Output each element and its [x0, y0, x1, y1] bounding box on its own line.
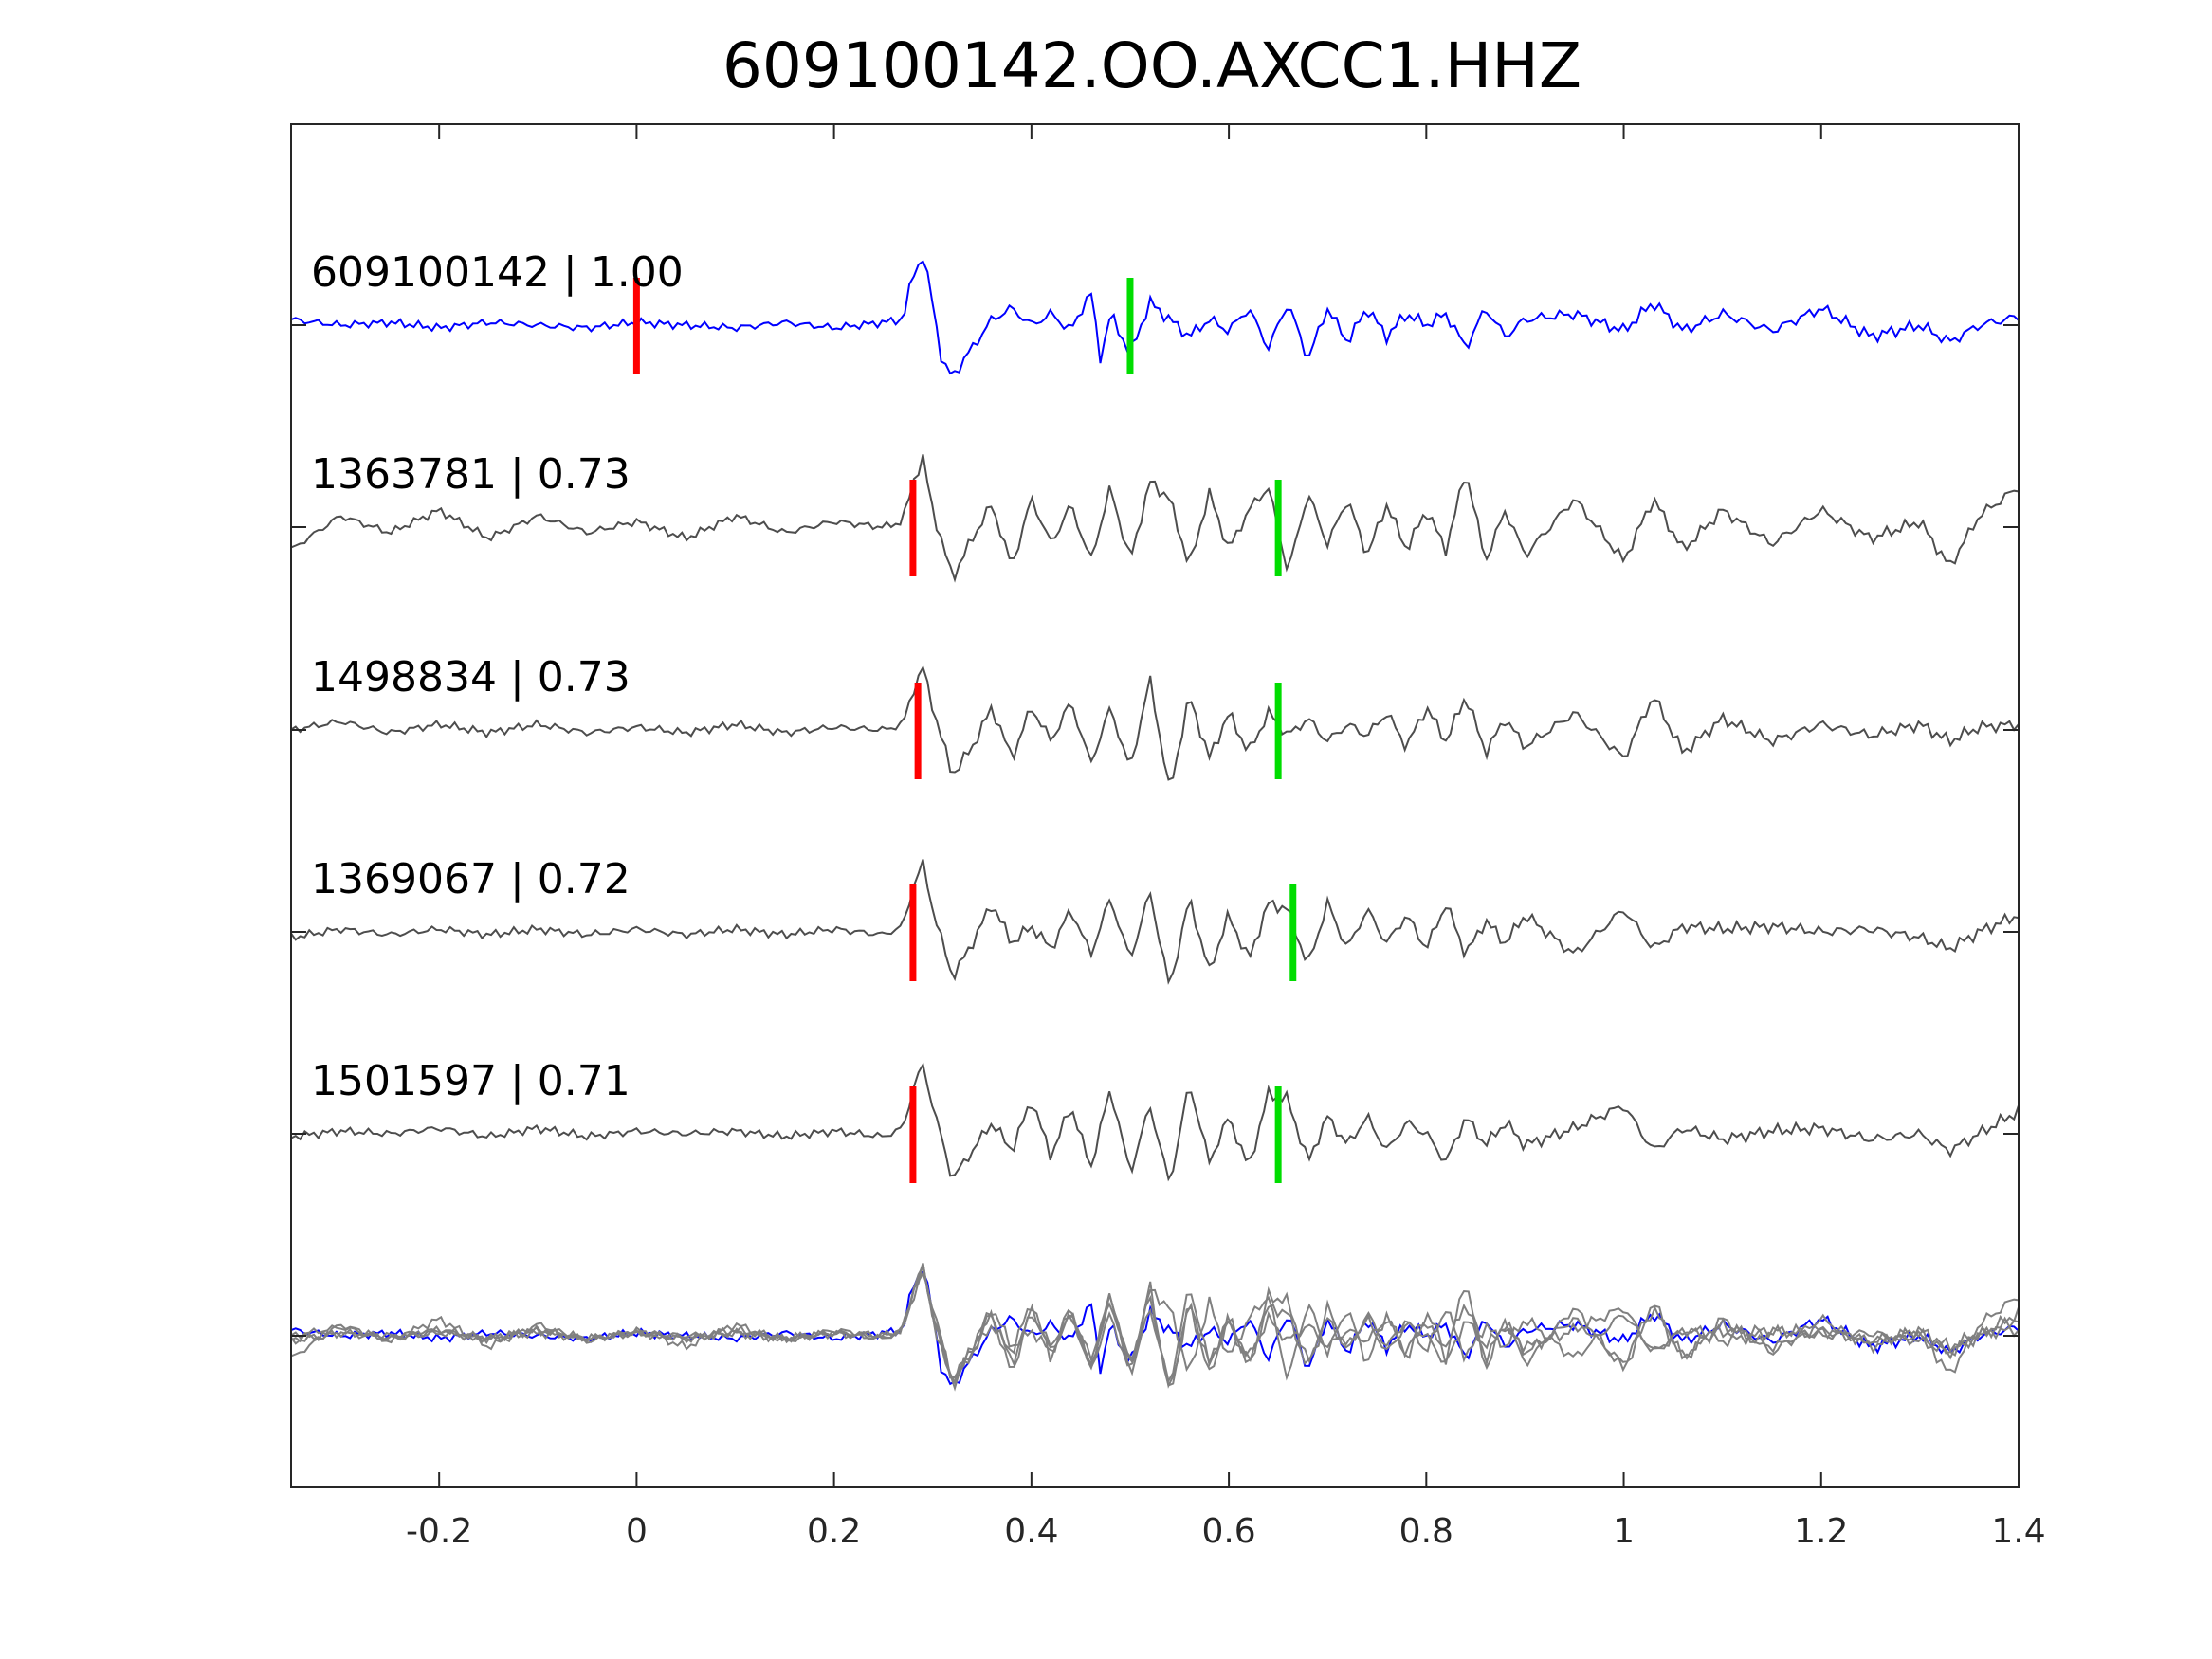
trace-1363781 — [291, 454, 2019, 583]
x-tick-label: 0 — [626, 1512, 648, 1551]
trace-1498834 — [291, 665, 2019, 781]
x-tick-label: 0.4 — [1004, 1512, 1058, 1551]
trace-609100142 — [291, 260, 2019, 375]
trace-label: 609100142 | 1.00 — [311, 248, 684, 297]
trace-1501597 — [291, 1062, 2019, 1182]
trace-label: 1498834 | 0.73 — [311, 653, 631, 702]
x-tick-label: 1.2 — [1794, 1512, 1848, 1551]
x-tick-label: 0.6 — [1201, 1512, 1255, 1551]
overlay-trace-1369067 — [291, 1263, 2019, 1389]
chart-title: 609100142.OO.AXCC1.HHZ — [722, 29, 1581, 102]
x-tick-label: 0.2 — [807, 1512, 861, 1551]
x-tick-label: 1 — [1613, 1512, 1635, 1551]
trace-1369067 — [291, 859, 2019, 985]
overlay-trace-1501597 — [291, 1264, 2019, 1384]
trace-label: 1369067 | 0.72 — [311, 855, 631, 903]
trace-label: 1363781 | 0.73 — [311, 450, 631, 499]
x-tick-label: 0.8 — [1399, 1512, 1453, 1551]
x-tick-label: -0.2 — [406, 1512, 472, 1551]
trace-label: 1501597 | 0.71 — [311, 1057, 631, 1105]
plot-frame — [290, 123, 2020, 1488]
x-tick-label: 1.4 — [1991, 1512, 2045, 1551]
